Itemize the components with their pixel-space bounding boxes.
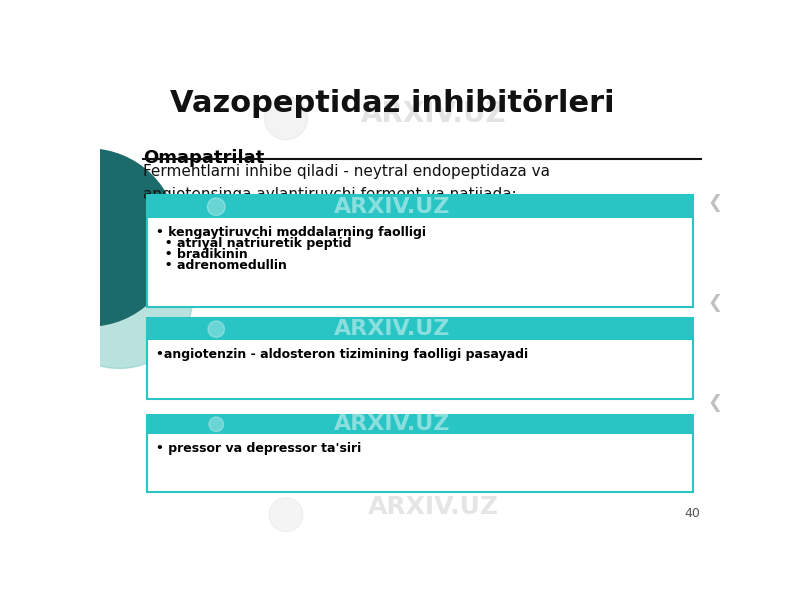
FancyBboxPatch shape	[146, 195, 693, 218]
FancyBboxPatch shape	[146, 319, 693, 340]
Text: 40: 40	[685, 507, 701, 520]
Text: •angiotenzin - aldosteron tizimining faolligi pasayadi: •angiotenzin - aldosteron tizimining fao…	[156, 347, 528, 361]
Text: ARXIV.UZ: ARXIV.UZ	[334, 414, 450, 434]
Circle shape	[269, 498, 303, 532]
Text: • kengaytiruvchi moddalarning faolligi: • kengaytiruvchi moddalarning faolligi	[156, 226, 426, 239]
Circle shape	[208, 321, 225, 337]
Text: ❮: ❮	[707, 294, 722, 312]
Circle shape	[264, 97, 308, 140]
Text: ARXIV.UZ: ARXIV.UZ	[334, 197, 450, 217]
Circle shape	[209, 417, 224, 431]
Text: Fermentlarni inhibe qiladi - neytral endopeptidaza va
angiotensinga aylantiruvch: Fermentlarni inhibe qiladi - neytral end…	[142, 164, 550, 202]
Circle shape	[46, 222, 193, 368]
Text: ARXIV.UZ: ARXIV.UZ	[361, 100, 506, 128]
Text: ARXIV.UZ: ARXIV.UZ	[334, 319, 450, 339]
Text: ❮: ❮	[707, 194, 722, 212]
FancyBboxPatch shape	[146, 319, 693, 399]
Text: • adrenomedullin: • adrenomedullin	[156, 259, 286, 272]
Text: • atriyal natriuretik peptid: • atriyal natriuretik peptid	[156, 237, 351, 250]
Text: Omapatrilat: Omapatrilat	[142, 149, 264, 167]
Circle shape	[207, 198, 225, 215]
Text: Vazopeptidaz inhibitörleri: Vazopeptidaz inhibitörleri	[170, 89, 614, 118]
Text: • pressor va depressor ta'siri: • pressor va depressor ta'siri	[156, 442, 361, 455]
FancyBboxPatch shape	[146, 415, 693, 434]
Text: ❮: ❮	[707, 394, 722, 412]
FancyBboxPatch shape	[146, 415, 693, 491]
FancyBboxPatch shape	[146, 195, 693, 307]
Circle shape	[0, 149, 178, 326]
Text: ARXIV.UZ: ARXIV.UZ	[368, 494, 498, 518]
Text: • bradikinin: • bradikinin	[156, 248, 247, 261]
